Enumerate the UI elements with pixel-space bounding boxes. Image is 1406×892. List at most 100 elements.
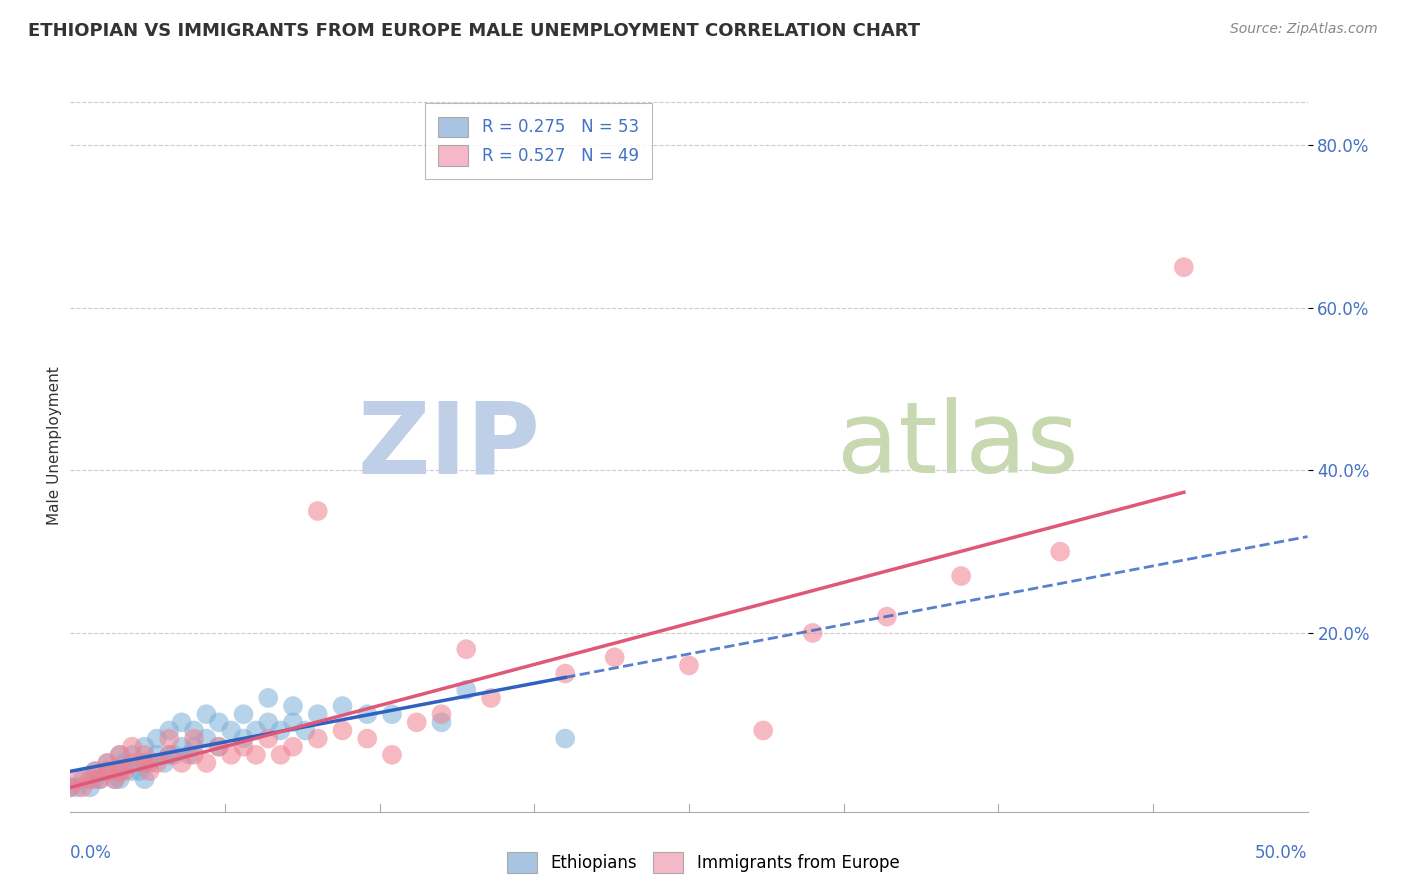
Point (108, 772, 131, 787)
Point (281, 715, 304, 730)
Point (245, 723, 267, 738)
Y-axis label: Male Unemployment: Male Unemployment (46, 367, 62, 525)
Point (121, 739, 143, 754)
Point (332, 699, 354, 714)
Point (801, 626, 824, 640)
Point (307, 504, 329, 518)
Point (195, 707, 218, 722)
Point (157, 747, 180, 762)
Text: atlas: atlas (838, 398, 1078, 494)
Point (356, 731, 378, 746)
Point (104, 772, 127, 787)
Point (294, 723, 316, 738)
Point (108, 764, 131, 778)
Point (208, 739, 231, 754)
Text: 50.0%: 50.0% (1256, 844, 1308, 863)
Point (157, 723, 180, 738)
Point (146, 747, 169, 762)
Point (245, 747, 267, 762)
Point (208, 715, 231, 730)
Point (183, 723, 205, 738)
Point (554, 666, 576, 681)
Point (121, 747, 143, 762)
Point (134, 747, 156, 762)
Point (752, 723, 775, 738)
Point (332, 723, 354, 738)
Point (84, 764, 107, 778)
Point (66, 780, 89, 795)
Point (554, 731, 576, 746)
Point (96, 764, 118, 778)
Point (170, 715, 193, 730)
Point (134, 772, 156, 787)
Point (66, 772, 89, 787)
Point (257, 731, 280, 746)
Point (678, 658, 700, 673)
Point (153, 756, 176, 770)
Point (114, 764, 136, 778)
Point (59, 780, 82, 795)
Point (1173, 260, 1195, 275)
Point (281, 699, 304, 714)
Point (195, 731, 218, 746)
Point (381, 707, 404, 722)
Text: ETHIOPIAN VS IMMIGRANTS FROM EUROPE MALE UNEMPLOYMENT CORRELATION CHART: ETHIOPIAN VS IMMIGRANTS FROM EUROPE MALE… (28, 22, 921, 40)
Point (219, 723, 242, 738)
Point (128, 764, 150, 778)
Point (232, 731, 254, 746)
Point (603, 650, 626, 665)
Point (84, 772, 107, 787)
Point (381, 747, 404, 762)
Point (183, 739, 205, 754)
Point (876, 609, 898, 624)
Point (108, 764, 131, 778)
Point (195, 756, 218, 770)
Point (114, 756, 136, 770)
Legend: Ethiopians, Immigrants from Europe: Ethiopians, Immigrants from Europe (501, 846, 905, 880)
Point (232, 707, 254, 722)
Point (108, 747, 131, 762)
Point (356, 707, 378, 722)
Point (96, 756, 118, 770)
Point (138, 756, 160, 770)
Point (479, 690, 502, 705)
Point (157, 731, 180, 746)
Point (170, 739, 193, 754)
Point (307, 707, 329, 722)
Point (183, 731, 205, 746)
Point (121, 764, 143, 778)
Point (79, 772, 101, 787)
Point (950, 569, 973, 583)
Point (108, 747, 131, 762)
Point (183, 747, 205, 762)
Point (134, 739, 156, 754)
Text: Source: ZipAtlas.com: Source: ZipAtlas.com (1230, 22, 1378, 37)
Point (177, 747, 200, 762)
Point (257, 690, 280, 705)
Point (146, 756, 169, 770)
Legend: R = 0.275   N = 53, R = 0.527   N = 49: R = 0.275 N = 53, R = 0.527 N = 49 (425, 103, 652, 179)
Point (104, 772, 127, 787)
Point (96, 764, 118, 778)
Point (456, 682, 478, 697)
Point (257, 715, 280, 730)
Point (281, 739, 304, 754)
Point (270, 723, 292, 738)
Point (170, 756, 193, 770)
Point (430, 715, 453, 730)
Point (270, 747, 292, 762)
Point (134, 756, 156, 770)
Point (134, 756, 156, 770)
Point (146, 731, 169, 746)
Point (208, 739, 231, 754)
Point (163, 747, 186, 762)
Point (456, 642, 478, 657)
Point (84, 764, 107, 778)
Point (89, 772, 111, 787)
Point (72, 772, 94, 787)
Point (307, 731, 329, 746)
Point (72, 780, 94, 795)
Point (138, 764, 160, 778)
Point (157, 747, 180, 762)
Point (430, 707, 453, 722)
